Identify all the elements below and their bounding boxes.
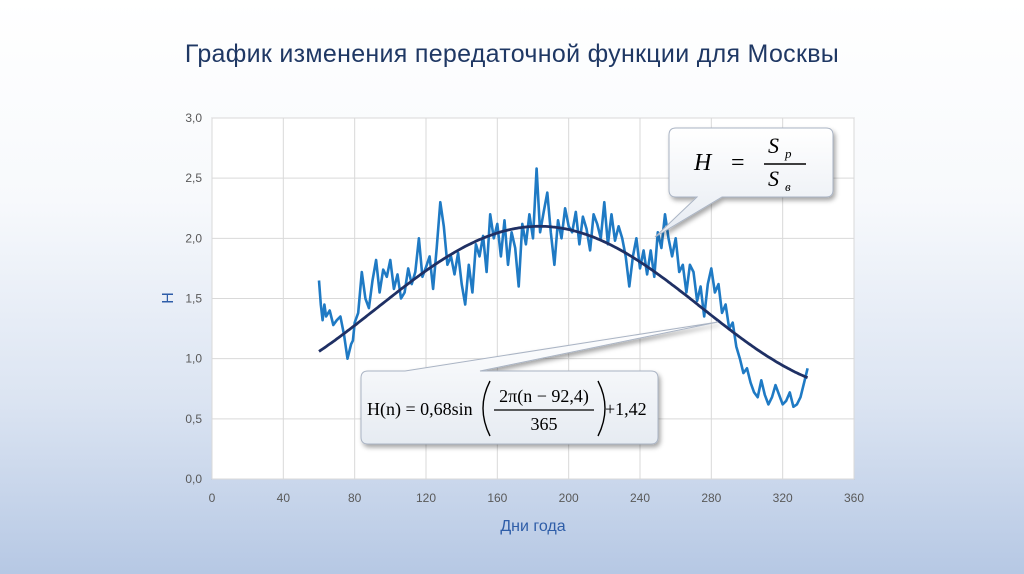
y-tick-label: 2,5 [185, 171, 202, 185]
x-axis-title: Дни года [500, 518, 565, 535]
formula-fit-numerator: 2π(n − 92,4) [499, 386, 589, 407]
formula-ratio-numerator-sub: р [784, 146, 792, 161]
formula-fit-denominator: 365 [531, 414, 558, 434]
x-tick-label: 360 [844, 491, 864, 505]
y-tick-label: 0,5 [185, 412, 202, 426]
x-tick-label: 200 [559, 491, 579, 505]
x-tick-label: 320 [773, 491, 793, 505]
formula-ratio-eq: = [731, 150, 745, 176]
formula-fit-left-paren [482, 380, 491, 437]
formula-fit-lhs: H(n) = 0,68sin [367, 399, 473, 420]
formula-fit-right-paren [597, 380, 606, 437]
formula-ratio-numerator: S [768, 133, 779, 158]
x-tick-label: 0 [209, 491, 216, 505]
y-tick-label: 2,0 [185, 231, 202, 245]
slide-title: График изменения передаточной функции дл… [184, 40, 840, 68]
formula-ratio-callout [654, 127, 834, 238]
formula-ratio-denominator: S [768, 166, 779, 191]
y-tick-label: 0,0 [185, 472, 202, 486]
series-measured-line [317, 167, 809, 409]
x-tick-label: 240 [630, 491, 650, 505]
x-tick-label: 120 [416, 491, 436, 505]
y-tick-label: 1,0 [185, 352, 202, 366]
y-axis-title: H [160, 292, 177, 304]
x-tick-label: 280 [701, 491, 721, 505]
tick-labels: 0 40 80 120 160 200 240 280 320 360 0,0 0,5 1,0 1,5 2,… [185, 111, 864, 505]
series-fit-line [318, 224, 809, 379]
formula-fit-rhs: +1,42 [605, 399, 647, 419]
formula-ratio-lhs: H [693, 150, 713, 176]
x-tick-label: 40 [277, 491, 291, 505]
y-tick-label: 3,0 [185, 111, 202, 125]
formula-ratio: H = S р S в [693, 133, 806, 194]
formula-fit: H(n) = 0,68sin 2π(n − 92,4) 365 +1,42 [367, 380, 647, 437]
x-tick-label: 160 [487, 491, 507, 505]
formula-ratio-denominator-sub: в [785, 179, 791, 194]
y-tick-label: 1,5 [185, 292, 202, 306]
formula-fit-callout [360, 321, 719, 445]
x-tick-label: 80 [348, 491, 362, 505]
